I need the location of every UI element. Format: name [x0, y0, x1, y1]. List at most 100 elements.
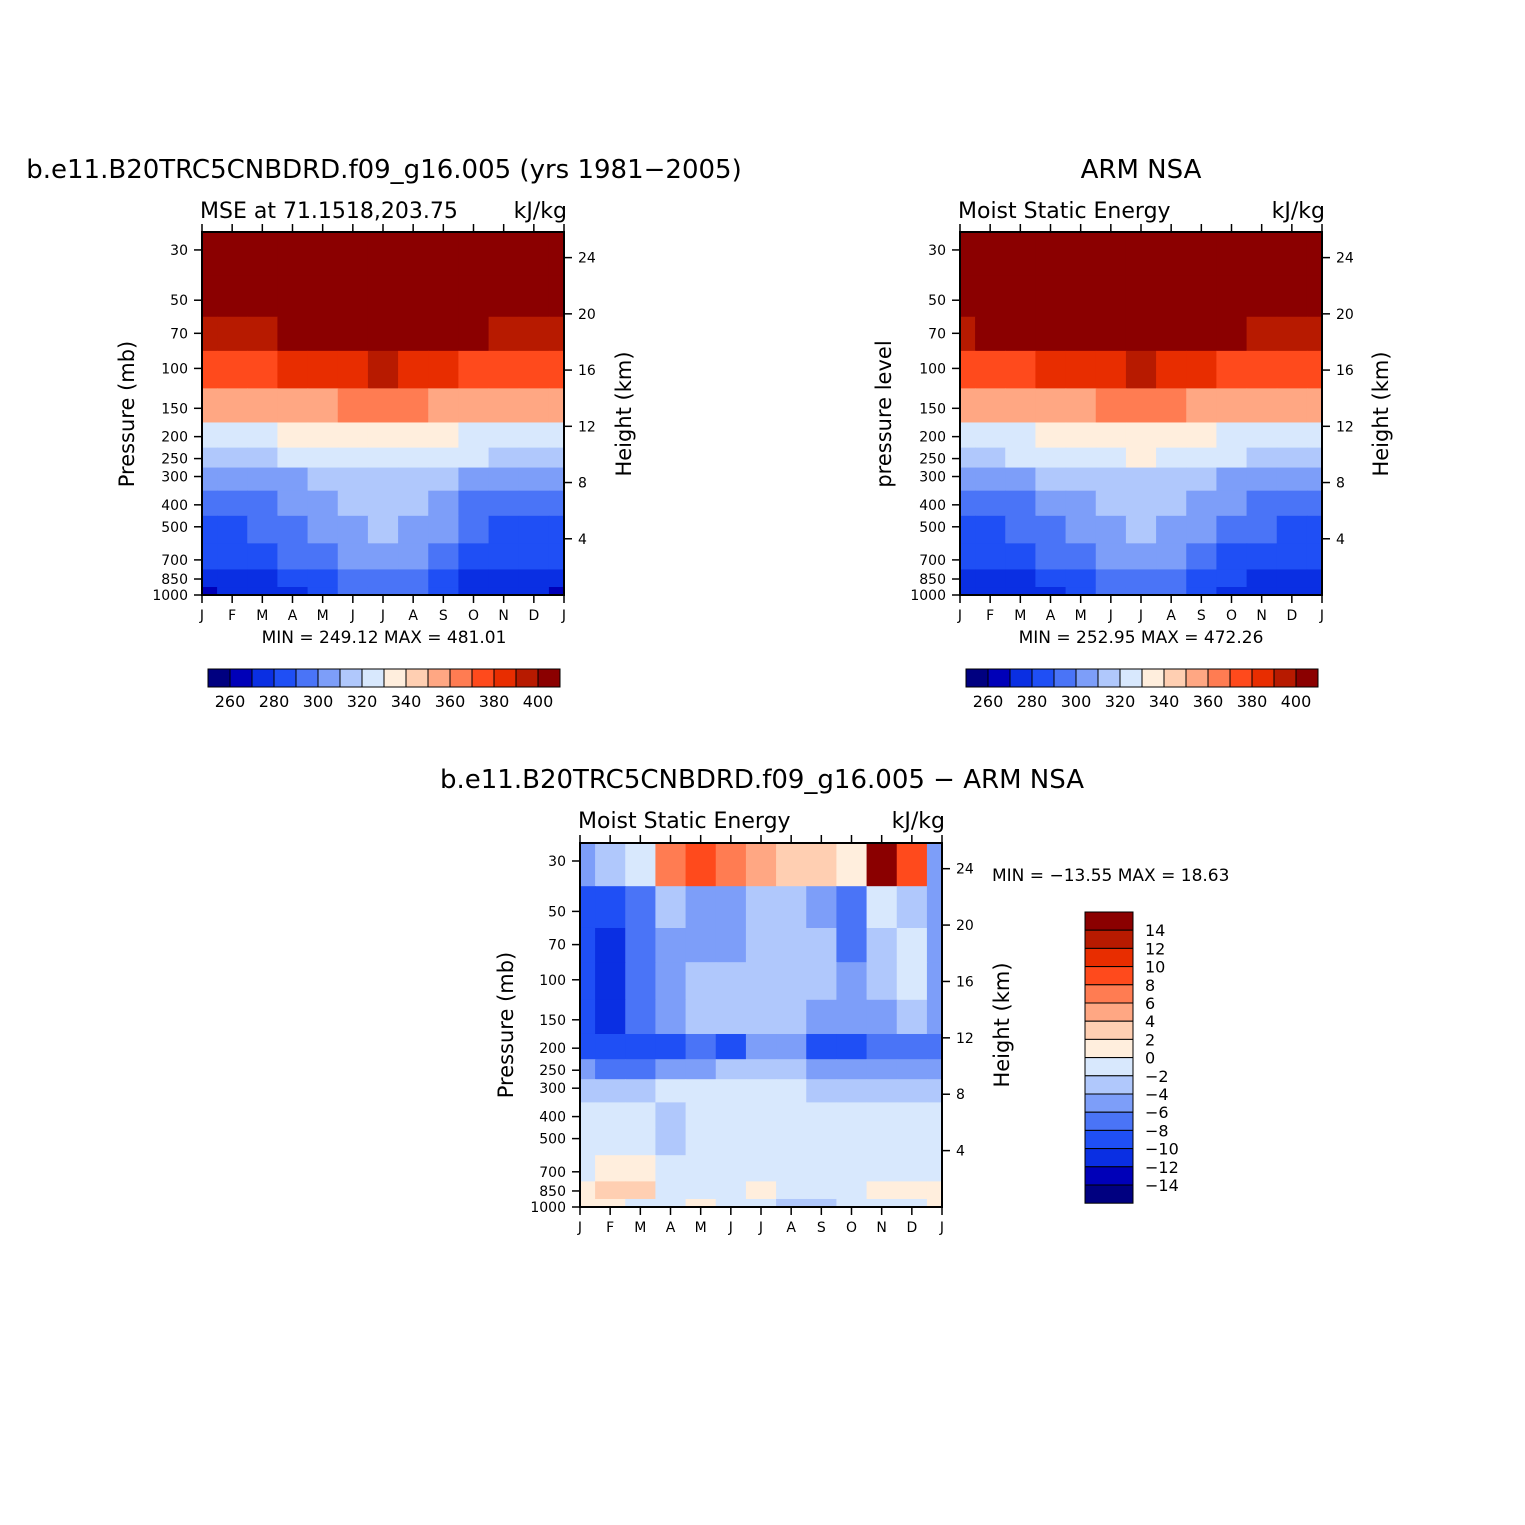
heatmap-cell	[715, 886, 747, 929]
heatmap-cell	[685, 1127, 717, 1156]
heatmap-cell	[866, 1102, 898, 1129]
heatmap-cell	[776, 843, 807, 887]
heatmap-cell	[975, 543, 1006, 571]
heatmap-cell	[745, 1059, 777, 1080]
colorbar-swatch	[1084, 1111, 1134, 1131]
panel-model-colorbar: 260 280 300 320 340 360 380 400	[207, 668, 561, 711]
heatmap-cell	[1065, 422, 1097, 449]
heatmap-cell	[745, 886, 777, 929]
heatmap-cell	[1186, 388, 1218, 424]
heatmap-cell	[1276, 388, 1308, 424]
heatmap-cell	[428, 569, 460, 588]
panel-obs-stats: MIN = 252.95 MAX = 472.26	[1019, 628, 1264, 648]
heatmap-cell	[1186, 569, 1218, 588]
colorbar-swatch	[1084, 1148, 1134, 1168]
heatmap-cell	[247, 447, 279, 469]
heatmap-cell	[398, 232, 429, 276]
heatmap-cell	[1095, 422, 1127, 449]
heatmap-cell	[926, 1079, 942, 1103]
heatmap-cell	[580, 1198, 596, 1207]
y-tick-label: 50	[170, 293, 188, 309]
x-tick-label: S	[817, 1220, 826, 1236]
heatmap-cell	[247, 569, 279, 588]
heatmap-cell	[307, 467, 339, 492]
colorbar-swatch	[1084, 1129, 1134, 1150]
heatmap-cell	[776, 1033, 807, 1060]
heatmap-cell	[307, 543, 339, 571]
y-tick-label: 250	[539, 1063, 566, 1079]
heatmap-cell	[745, 1181, 777, 1200]
colorbar-label: 380	[1237, 692, 1268, 711]
heatmap-cell	[1005, 350, 1037, 389]
heatmap-cell	[595, 1079, 626, 1103]
x-tick-label: M	[1014, 608, 1026, 624]
heatmap-cell	[398, 569, 429, 588]
heatmap-cell	[428, 467, 460, 492]
panel-model-ylabel-right: Height (km)	[612, 351, 636, 476]
heatmap-cell	[625, 843, 657, 887]
colorbar-swatch	[493, 668, 517, 688]
y-tick-label: 300	[539, 1081, 566, 1097]
heatmap-cell	[367, 232, 399, 276]
heatmap-cell	[1035, 232, 1067, 276]
panel-obs-ylabel-right: Height (km)	[1369, 351, 1393, 476]
y-tick-label: 300	[161, 470, 188, 486]
heatmap-cell	[580, 1155, 596, 1182]
heatmap-cell	[866, 1079, 898, 1103]
y-tick-right-label: 24	[956, 862, 974, 878]
heatmap-cell	[1246, 569, 1278, 588]
y-tick-label: 500	[919, 520, 946, 536]
heatmap-cell	[1125, 490, 1157, 517]
heatmap-cell	[217, 232, 248, 276]
heatmap-cell	[1306, 490, 1322, 517]
colorbar-swatch	[537, 668, 561, 688]
heatmap-cell	[625, 1181, 657, 1200]
heatmap-cell	[960, 447, 976, 469]
heatmap-cell	[1186, 447, 1218, 469]
heatmap-cell	[518, 447, 550, 469]
heatmap-cell	[247, 316, 279, 352]
heatmap-cell	[398, 388, 429, 424]
y-tick-label: 400	[161, 498, 188, 514]
heatmap-cell	[1095, 388, 1127, 424]
heatmap-cell	[1246, 515, 1278, 544]
heatmap-cell	[1276, 467, 1308, 492]
heatmap-cell	[1125, 232, 1157, 276]
heatmap-cell	[1246, 388, 1278, 424]
heatmap-cell	[1276, 275, 1308, 318]
heatmap-cell	[1156, 316, 1187, 352]
heatmap-cell	[217, 422, 248, 449]
heatmap-cell	[1186, 587, 1218, 595]
heatmap-cell	[488, 350, 520, 389]
panel-diff-plot: J F M A M J J A S O N D J 30 50 70 100 150 200 250 300 400 500…	[530, 835, 974, 1236]
heatmap-cell	[960, 316, 976, 352]
x-tick-label: A	[408, 608, 418, 624]
heatmap-cell	[896, 1079, 928, 1103]
heatmap-cell	[745, 999, 777, 1035]
heatmap-cell	[866, 999, 898, 1035]
heatmap-cell	[836, 999, 868, 1035]
y-tick-label: 500	[539, 1132, 566, 1148]
heatmap-cell	[307, 275, 339, 318]
colorbar-swatch	[229, 668, 253, 688]
heatmap-cell	[595, 1127, 626, 1156]
colorbar-swatch	[1084, 911, 1134, 931]
heatmap-cell	[1065, 543, 1097, 571]
heatmap-cell	[1276, 490, 1308, 517]
heatmap-cell	[715, 1155, 747, 1182]
heatmap-cell	[458, 543, 490, 571]
heatmap-cell	[548, 422, 564, 449]
colorbar-swatch	[383, 668, 407, 688]
heatmap-cell	[580, 886, 596, 929]
heatmap-cell	[202, 569, 218, 588]
x-tick-label: F	[606, 1220, 614, 1236]
heatmap-cell	[367, 543, 399, 571]
heatmap-cell	[715, 1198, 747, 1207]
heatmap-cell	[1246, 316, 1278, 352]
heatmap-cell	[518, 275, 550, 318]
y-tick-right-label: 4	[956, 1144, 965, 1160]
y-tick-right-label: 20	[578, 307, 596, 323]
heatmap-cell	[307, 447, 339, 469]
colorbar-swatch	[1075, 668, 1099, 688]
